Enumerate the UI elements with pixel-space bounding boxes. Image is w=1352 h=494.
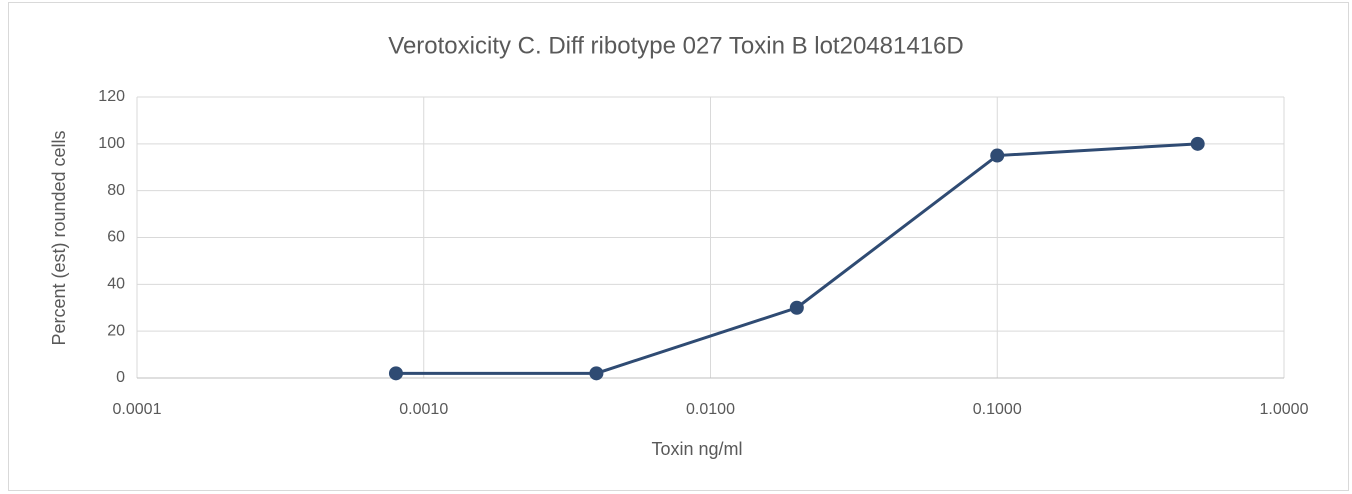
y-tick-label: 20 bbox=[107, 322, 125, 339]
y-tick-label: 60 bbox=[107, 229, 125, 246]
y-axis-label: Percent (est) rounded cells bbox=[49, 130, 69, 345]
data-point bbox=[1190, 136, 1205, 151]
x-tick-label: 0.0100 bbox=[686, 401, 735, 418]
y-tick-label: 100 bbox=[98, 135, 125, 152]
x-tick-label: 0.1000 bbox=[973, 401, 1022, 418]
data-point bbox=[388, 366, 403, 381]
data-point bbox=[789, 300, 804, 315]
x-axis-label: Toxin ng/ml bbox=[651, 439, 742, 459]
data-point bbox=[589, 366, 604, 381]
chart-title: Verotoxicity C. Diff ribotype 027 Toxin … bbox=[388, 32, 963, 59]
y-tick-label: 120 bbox=[98, 88, 125, 105]
y-tick-label: 40 bbox=[107, 276, 125, 293]
x-tick-label: 0.0010 bbox=[399, 401, 448, 418]
x-tick-label: 1.0000 bbox=[1260, 401, 1309, 418]
y-tick-label: 80 bbox=[107, 182, 125, 199]
chart-border bbox=[8, 2, 1349, 491]
x-tick-label: 0.0001 bbox=[113, 401, 162, 418]
data-point bbox=[990, 148, 1005, 163]
y-tick-label: 0 bbox=[116, 369, 125, 386]
